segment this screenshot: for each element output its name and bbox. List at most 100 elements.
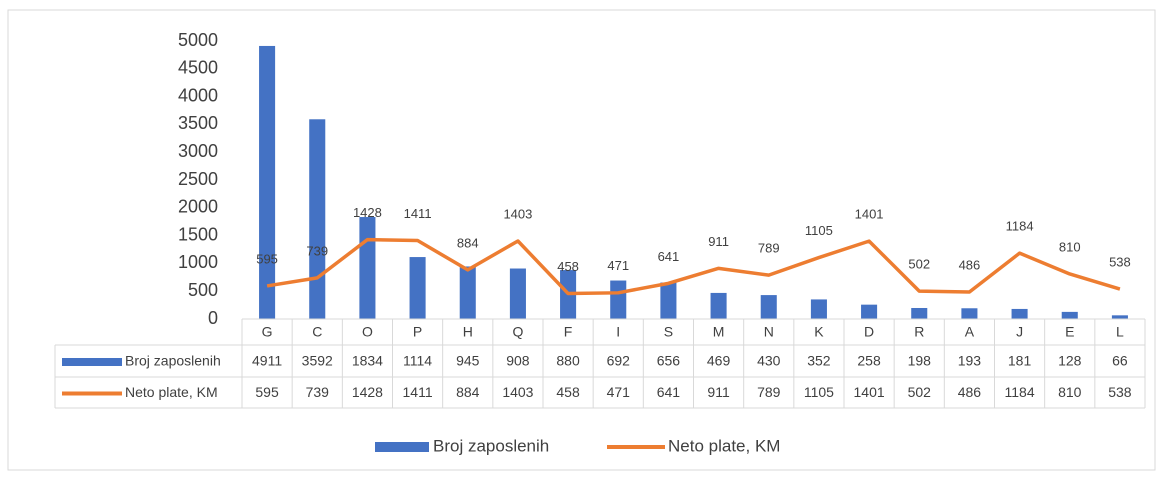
table-cell: 4911: [252, 353, 282, 369]
data-label: 1105: [805, 223, 833, 238]
data-label: 810: [1059, 239, 1081, 254]
table-cell: 258: [857, 353, 881, 369]
x-tick-label: I: [616, 324, 620, 340]
y-tick-label: 3000: [178, 141, 218, 161]
x-tick-label: P: [413, 324, 422, 340]
bar: [409, 257, 426, 319]
bar: [660, 282, 677, 319]
bar: [509, 268, 526, 319]
bar: [1111, 315, 1128, 319]
y-tick-label: 3500: [178, 113, 218, 133]
y-tick-label: 1500: [178, 224, 218, 244]
bar: [710, 292, 727, 319]
table-cell: 198: [908, 353, 932, 369]
table-cell: 739: [306, 384, 330, 400]
table-cell: 181: [1008, 353, 1032, 369]
data-label: 1428: [353, 205, 382, 220]
table-cell: 128: [1058, 353, 1082, 369]
x-tick-label: R: [914, 324, 924, 340]
chart-frame: [7, 9, 1156, 471]
data-label: 1184: [1006, 219, 1034, 234]
table-cell: 469: [707, 353, 731, 369]
legend-key: [62, 358, 122, 366]
bar: [610, 280, 627, 319]
table-cell: 641: [657, 384, 681, 400]
table-series-name: Neto plate, KM: [125, 384, 218, 400]
table-cell: 656: [657, 353, 681, 369]
x-tick-label: S: [664, 324, 673, 340]
table-cell: 3592: [302, 353, 333, 369]
bar: [309, 119, 326, 320]
x-tick-label: F: [564, 324, 573, 340]
x-tick-label: N: [764, 324, 774, 340]
data-label: 911: [708, 234, 729, 249]
table-cell: 486: [958, 384, 982, 400]
x-tick-label: H: [463, 324, 473, 340]
bar: [810, 299, 827, 319]
x-tick-label: K: [814, 324, 824, 340]
table-cell: 1834: [352, 353, 383, 369]
data-label: 595: [256, 251, 278, 266]
data-label: 458: [557, 259, 579, 274]
table-cell: 1401: [854, 384, 885, 400]
y-tick-label: 5000: [178, 30, 218, 50]
table-cell: 945: [456, 353, 480, 369]
table-series-name: Broj zaposlenih: [125, 353, 221, 369]
data-label: 502: [908, 257, 930, 272]
legend-key: [375, 442, 429, 452]
table-cell: 1114: [403, 353, 432, 369]
table-cell: 538: [1108, 384, 1132, 400]
table-cell: 458: [556, 384, 580, 400]
table-cell: 884: [456, 384, 480, 400]
y-tick-label: 4500: [178, 58, 218, 78]
table-cell: 430: [757, 353, 781, 369]
x-tick-label: D: [864, 324, 874, 340]
data-label: 884: [457, 235, 479, 250]
table-cell: 911: [707, 384, 730, 400]
line: [266, 237, 1121, 296]
table-cell: 810: [1058, 384, 1082, 400]
bar: [1061, 311, 1078, 319]
y-tick-label: 4000: [178, 85, 218, 105]
table-cell: 471: [607, 384, 631, 400]
bar: [359, 217, 376, 319]
bar: [911, 307, 928, 319]
table-cell: 880: [556, 353, 580, 369]
x-tick-label: E: [1065, 324, 1074, 340]
table-cell: 352: [807, 353, 831, 369]
table-cell: 502: [908, 384, 932, 400]
table-cell: 908: [506, 353, 530, 369]
legend-label: Broj zaposlenih: [433, 436, 549, 455]
y-tick-label: 2500: [178, 169, 218, 189]
table-cell: 1105: [804, 384, 834, 400]
x-tick-label: J: [1016, 324, 1023, 340]
table-cell: 1428: [352, 384, 383, 400]
bar: [961, 308, 978, 319]
data-label: 739: [306, 243, 328, 258]
y-tick-label: 2000: [178, 197, 218, 217]
x-tick-label: Q: [512, 324, 523, 340]
y-tick-label: 0: [208, 308, 218, 328]
x-tick-label: C: [312, 324, 322, 340]
table-cell: 193: [958, 353, 982, 369]
table-cell: 1403: [502, 384, 533, 400]
bar: [459, 266, 476, 319]
x-tick-label: G: [262, 324, 273, 340]
data-label: 1401: [855, 207, 884, 222]
table-cell: 692: [607, 353, 631, 369]
data-label: 1403: [503, 206, 532, 221]
bar: [760, 295, 777, 319]
x-tick-label: A: [965, 324, 975, 340]
table-cell: 1184: [1005, 384, 1035, 400]
x-tick-label: O: [362, 324, 373, 340]
y-tick-label: 500: [188, 280, 218, 300]
data-label: 641: [658, 249, 680, 264]
x-tick-label: M: [713, 324, 725, 340]
x-tick-label: L: [1116, 324, 1124, 340]
data-label: 486: [959, 257, 981, 272]
y-tick-label: 1000: [178, 252, 218, 272]
data-label: 538: [1109, 255, 1131, 270]
table-cell: 789: [757, 384, 781, 400]
legend-label: Neto plate, KM: [668, 436, 780, 455]
